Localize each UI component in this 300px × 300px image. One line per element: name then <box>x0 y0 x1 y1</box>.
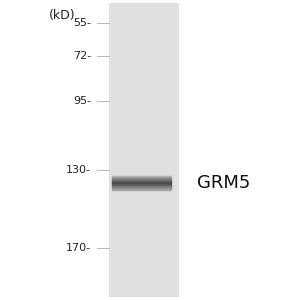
Text: 72-: 72- <box>73 51 91 61</box>
Text: (kD): (kD) <box>49 9 75 22</box>
Bar <box>109 3 179 297</box>
Text: 170-: 170- <box>66 243 91 253</box>
Text: 130-: 130- <box>66 165 91 175</box>
Text: 55-: 55- <box>73 18 91 28</box>
Text: GRM5: GRM5 <box>197 174 250 192</box>
Text: 95-: 95- <box>73 96 91 106</box>
